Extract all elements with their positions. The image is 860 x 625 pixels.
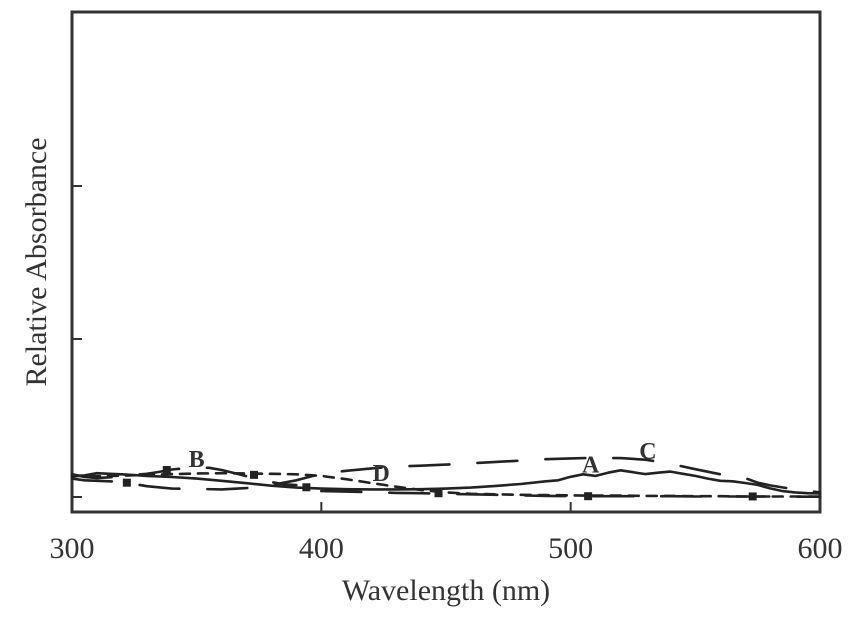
x-tick-labels: 300 400 500 600 — [50, 532, 843, 565]
series-line-d — [70, 471, 822, 498]
plot-frame — [70, 10, 822, 514]
y-axis-title: Relative Absorbance — [20, 137, 53, 386]
x-tick-label-400: 400 — [299, 532, 344, 565]
series-layer — [70, 456, 822, 498]
series-d-marker-3 — [302, 483, 311, 492]
series-d-marker-1 — [162, 466, 171, 474]
series-line-a — [70, 469, 822, 495]
y-tick-marks — [72, 185, 82, 498]
series-label-layer: A B C D — [189, 439, 657, 487]
series-d-marker-0 — [122, 478, 131, 487]
series-d-marker-6 — [748, 492, 757, 501]
series-label-c: C — [639, 439, 656, 465]
x-tick-marks — [71, 502, 821, 512]
series-d-marker-5 — [584, 492, 593, 501]
x-tick-label-300: 300 — [50, 532, 95, 565]
series-d-marker-4 — [434, 489, 443, 498]
x-tick-label-600: 600 — [798, 532, 843, 565]
series-label-a: A — [582, 452, 600, 478]
series-d-marker-2 — [250, 470, 259, 479]
series-label-b: B — [189, 447, 205, 473]
marker-layer — [122, 466, 757, 501]
series-line-b — [70, 466, 298, 487]
x-axis-title: Wavelength (nm) — [342, 574, 550, 607]
series-line-c — [70, 456, 822, 494]
x-tick-label-500: 500 — [548, 532, 593, 565]
series-label-d: D — [373, 461, 390, 487]
